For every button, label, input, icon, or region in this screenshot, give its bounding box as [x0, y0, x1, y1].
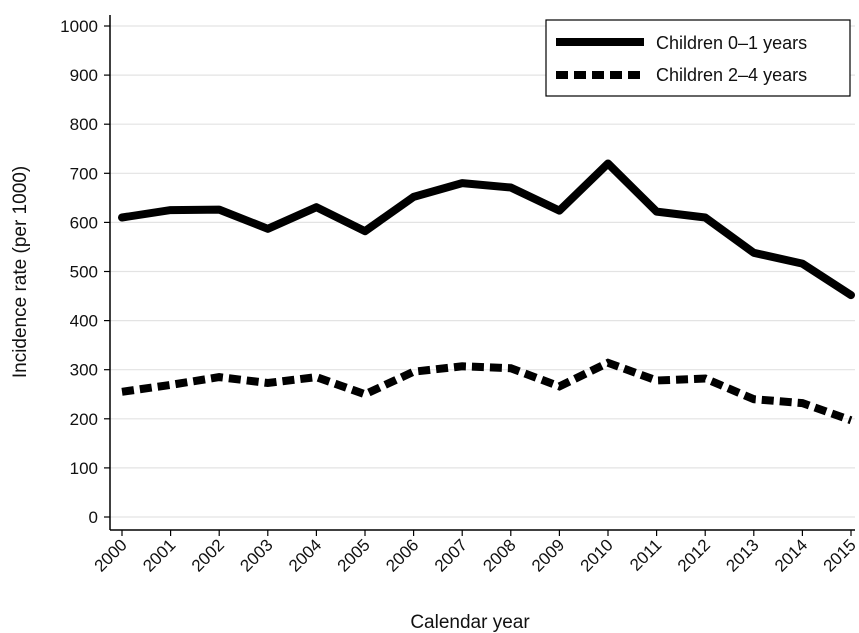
legend-box [545, 19, 851, 97]
legend-label-series-1: Children 0–1 years [656, 33, 807, 53]
series-line-2 [121, 358, 853, 425]
y-axis-title: Incidence rate (per 1000) [10, 166, 31, 378]
series-lines [118, 159, 855, 425]
y-ticks: 0 100 200 300 400 500 600 700 800 900 1000 [60, 17, 110, 527]
legend: Children 0–1 years Children 2–4 years [545, 19, 851, 97]
y-tick-label: 1000 [60, 17, 98, 36]
y-tick-label: 900 [70, 66, 98, 85]
x-tick-label: 2005 [334, 535, 374, 575]
x-tick-label: 2004 [285, 535, 325, 575]
x-tick-label: 2010 [577, 535, 617, 575]
x-tick-label: 2006 [382, 535, 422, 575]
y-tick-label: 0 [89, 508, 98, 527]
gridlines [110, 25, 855, 518]
x-tick-label: 2011 [626, 535, 665, 574]
y-tick-label: 200 [70, 410, 98, 429]
x-tick-label: 2012 [674, 535, 714, 575]
y-tick-label: 500 [70, 263, 98, 282]
y-tick-label: 800 [70, 115, 98, 134]
y-tick-label: 700 [70, 164, 98, 183]
series-line-1 [118, 159, 855, 300]
axes [109, 15, 855, 531]
x-tick-label: 2000 [91, 535, 131, 575]
y-tick-label: 100 [70, 459, 98, 478]
x-tick-label: 2015 [820, 535, 859, 575]
x-tick-label: 2007 [431, 535, 471, 575]
x-tick-label: 2008 [479, 535, 519, 575]
x-axis-title: Calendar year [410, 612, 530, 633]
x-tick-label: 2001 [139, 535, 179, 575]
x-tick-label: 2003 [236, 535, 276, 575]
x-ticks: 2000 2001 2002 2003 2004 2005 2006 2007 2008 2009… [91, 530, 859, 576]
legend-label-series-2: Children 2–4 years [656, 65, 807, 85]
x-tick-label: 2014 [771, 535, 811, 575]
y-tick-label: 400 [70, 312, 98, 331]
y-tick-label: 600 [70, 213, 98, 232]
x-tick-label: 2009 [528, 535, 568, 575]
y-tick-label: 300 [70, 361, 98, 380]
x-tick-label: 2002 [188, 535, 228, 575]
x-tick-label: 2013 [722, 535, 762, 575]
